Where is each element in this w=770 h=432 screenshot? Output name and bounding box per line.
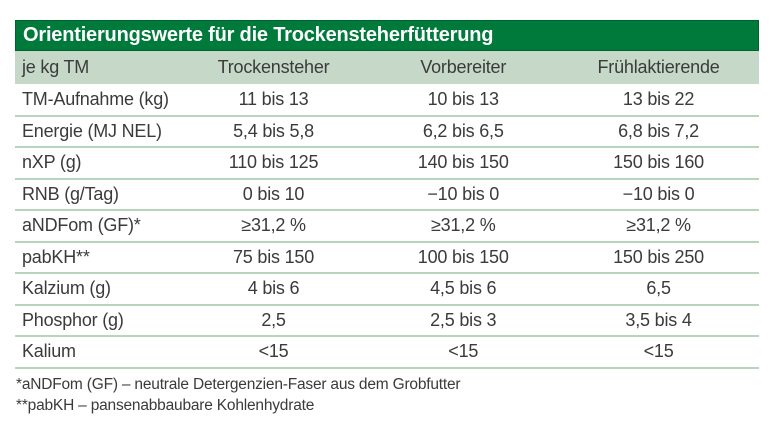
- row-value: 13 bis 22: [558, 84, 759, 117]
- table-row: nXP (g) 110 bis 125 140 bis 150 150 bis 160: [15, 147, 759, 180]
- row-value: −10 bis 0: [558, 178, 759, 211]
- row-value: 2,5 bis 3: [368, 304, 559, 337]
- row-value: <15: [368, 336, 559, 369]
- row-value: 110 bis 125: [178, 147, 369, 180]
- column-header-vorbereiter: Vorbereiter: [368, 51, 559, 84]
- row-value: 140 bis 150: [368, 147, 559, 180]
- row-value: 6,8 bis 7,2: [558, 115, 759, 148]
- row-value: 6,2 bis 6,5: [368, 115, 559, 148]
- row-label: aNDFom (GF)*: [15, 210, 179, 243]
- column-header-fruehlaktierende: Frühlaktierende: [558, 51, 759, 84]
- table-row: TM-Aufnahme (kg) 11 bis 13 10 bis 13 13 bis…: [15, 84, 759, 117]
- row-value: 100 bis 150: [368, 241, 559, 274]
- row-value: 5,4 bis 5,8: [178, 115, 369, 148]
- row-value: 150 bis 160: [558, 147, 759, 180]
- row-value: 10 bis 13: [368, 84, 559, 117]
- column-header-unit: je kg TM: [15, 51, 179, 84]
- footnote-andfom: *aNDFom (GF) – neutrale Detergenzien-Fas…: [16, 375, 461, 393]
- feeding-values-table: je kg TM Trockensteher Vorbereiter Frühl…: [15, 51, 759, 369]
- column-header-trockensteher: Trockensteher: [178, 51, 369, 84]
- table-body: TM-Aufnahme (kg) 11 bis 13 10 bis 13 13 bis…: [15, 84, 759, 369]
- header-row: je kg TM Trockensteher Vorbereiter Frühl…: [15, 51, 759, 84]
- row-label: nXP (g): [15, 147, 179, 180]
- row-label: Kalzium (g): [15, 273, 179, 306]
- row-label: pabKH**: [15, 241, 179, 274]
- row-value: 75 bis 150: [178, 241, 369, 274]
- row-value: 6,5: [558, 273, 759, 306]
- row-value: 3,5 bis 4: [558, 304, 759, 337]
- row-value: 4,5 bis 6: [368, 273, 559, 306]
- row-value: ≥31,2 %: [368, 210, 559, 243]
- footnotes: *aNDFom (GF) – neutrale Detergenzien-Fas…: [15, 374, 759, 416]
- row-value: <15: [178, 336, 369, 369]
- row-value: 150 bis 250: [558, 241, 759, 274]
- footnote-pabkh: **pabKH – pansenabbaubare Kohlenhydrate: [16, 396, 315, 414]
- table-title-bar: Orientierungswerte für die Trockensteher…: [15, 20, 759, 51]
- table-row: Kalium <15 <15 <15: [15, 336, 759, 369]
- row-value: <15: [558, 336, 759, 369]
- table-title: Orientierungswerte für die Trockensteher…: [23, 24, 494, 46]
- table-row: pabKH** 75 bis 150 100 bis 150 150 bis 250: [15, 241, 759, 274]
- row-value: 2,5: [178, 304, 369, 337]
- table-row: Phosphor (g) 2,5 2,5 bis 3 3,5 bis 4: [15, 304, 759, 337]
- row-label: TM-Aufnahme (kg): [15, 84, 179, 117]
- row-label: Energie (MJ NEL): [15, 115, 179, 148]
- row-value: ≥31,2 %: [558, 210, 759, 243]
- row-value: 4 bis 6: [178, 273, 369, 306]
- table-row: aNDFom (GF)* ≥31,2 % ≥31,2 % ≥31,2 %: [15, 210, 759, 243]
- table-row: Kalzium (g) 4 bis 6 4,5 bis 6 6,5: [15, 273, 759, 306]
- row-label: Phosphor (g): [15, 304, 179, 337]
- row-value: −10 bis 0: [368, 178, 559, 211]
- row-value: ≥31,2 %: [178, 210, 369, 243]
- row-label: Kalium: [15, 336, 179, 369]
- feeding-values-panel: Orientierungswerte für die Trockensteher…: [15, 20, 759, 416]
- table-row: Energie (MJ NEL) 5,4 bis 5,8 6,2 bis 6,5 6,…: [15, 115, 759, 148]
- row-label: RNB (g/Tag): [15, 178, 179, 211]
- row-value: 11 bis 13: [178, 84, 369, 117]
- row-value: 0 bis 10: [178, 178, 369, 211]
- table-row: RNB (g/Tag) 0 bis 10 −10 bis 0 −10 bis 0: [15, 178, 759, 211]
